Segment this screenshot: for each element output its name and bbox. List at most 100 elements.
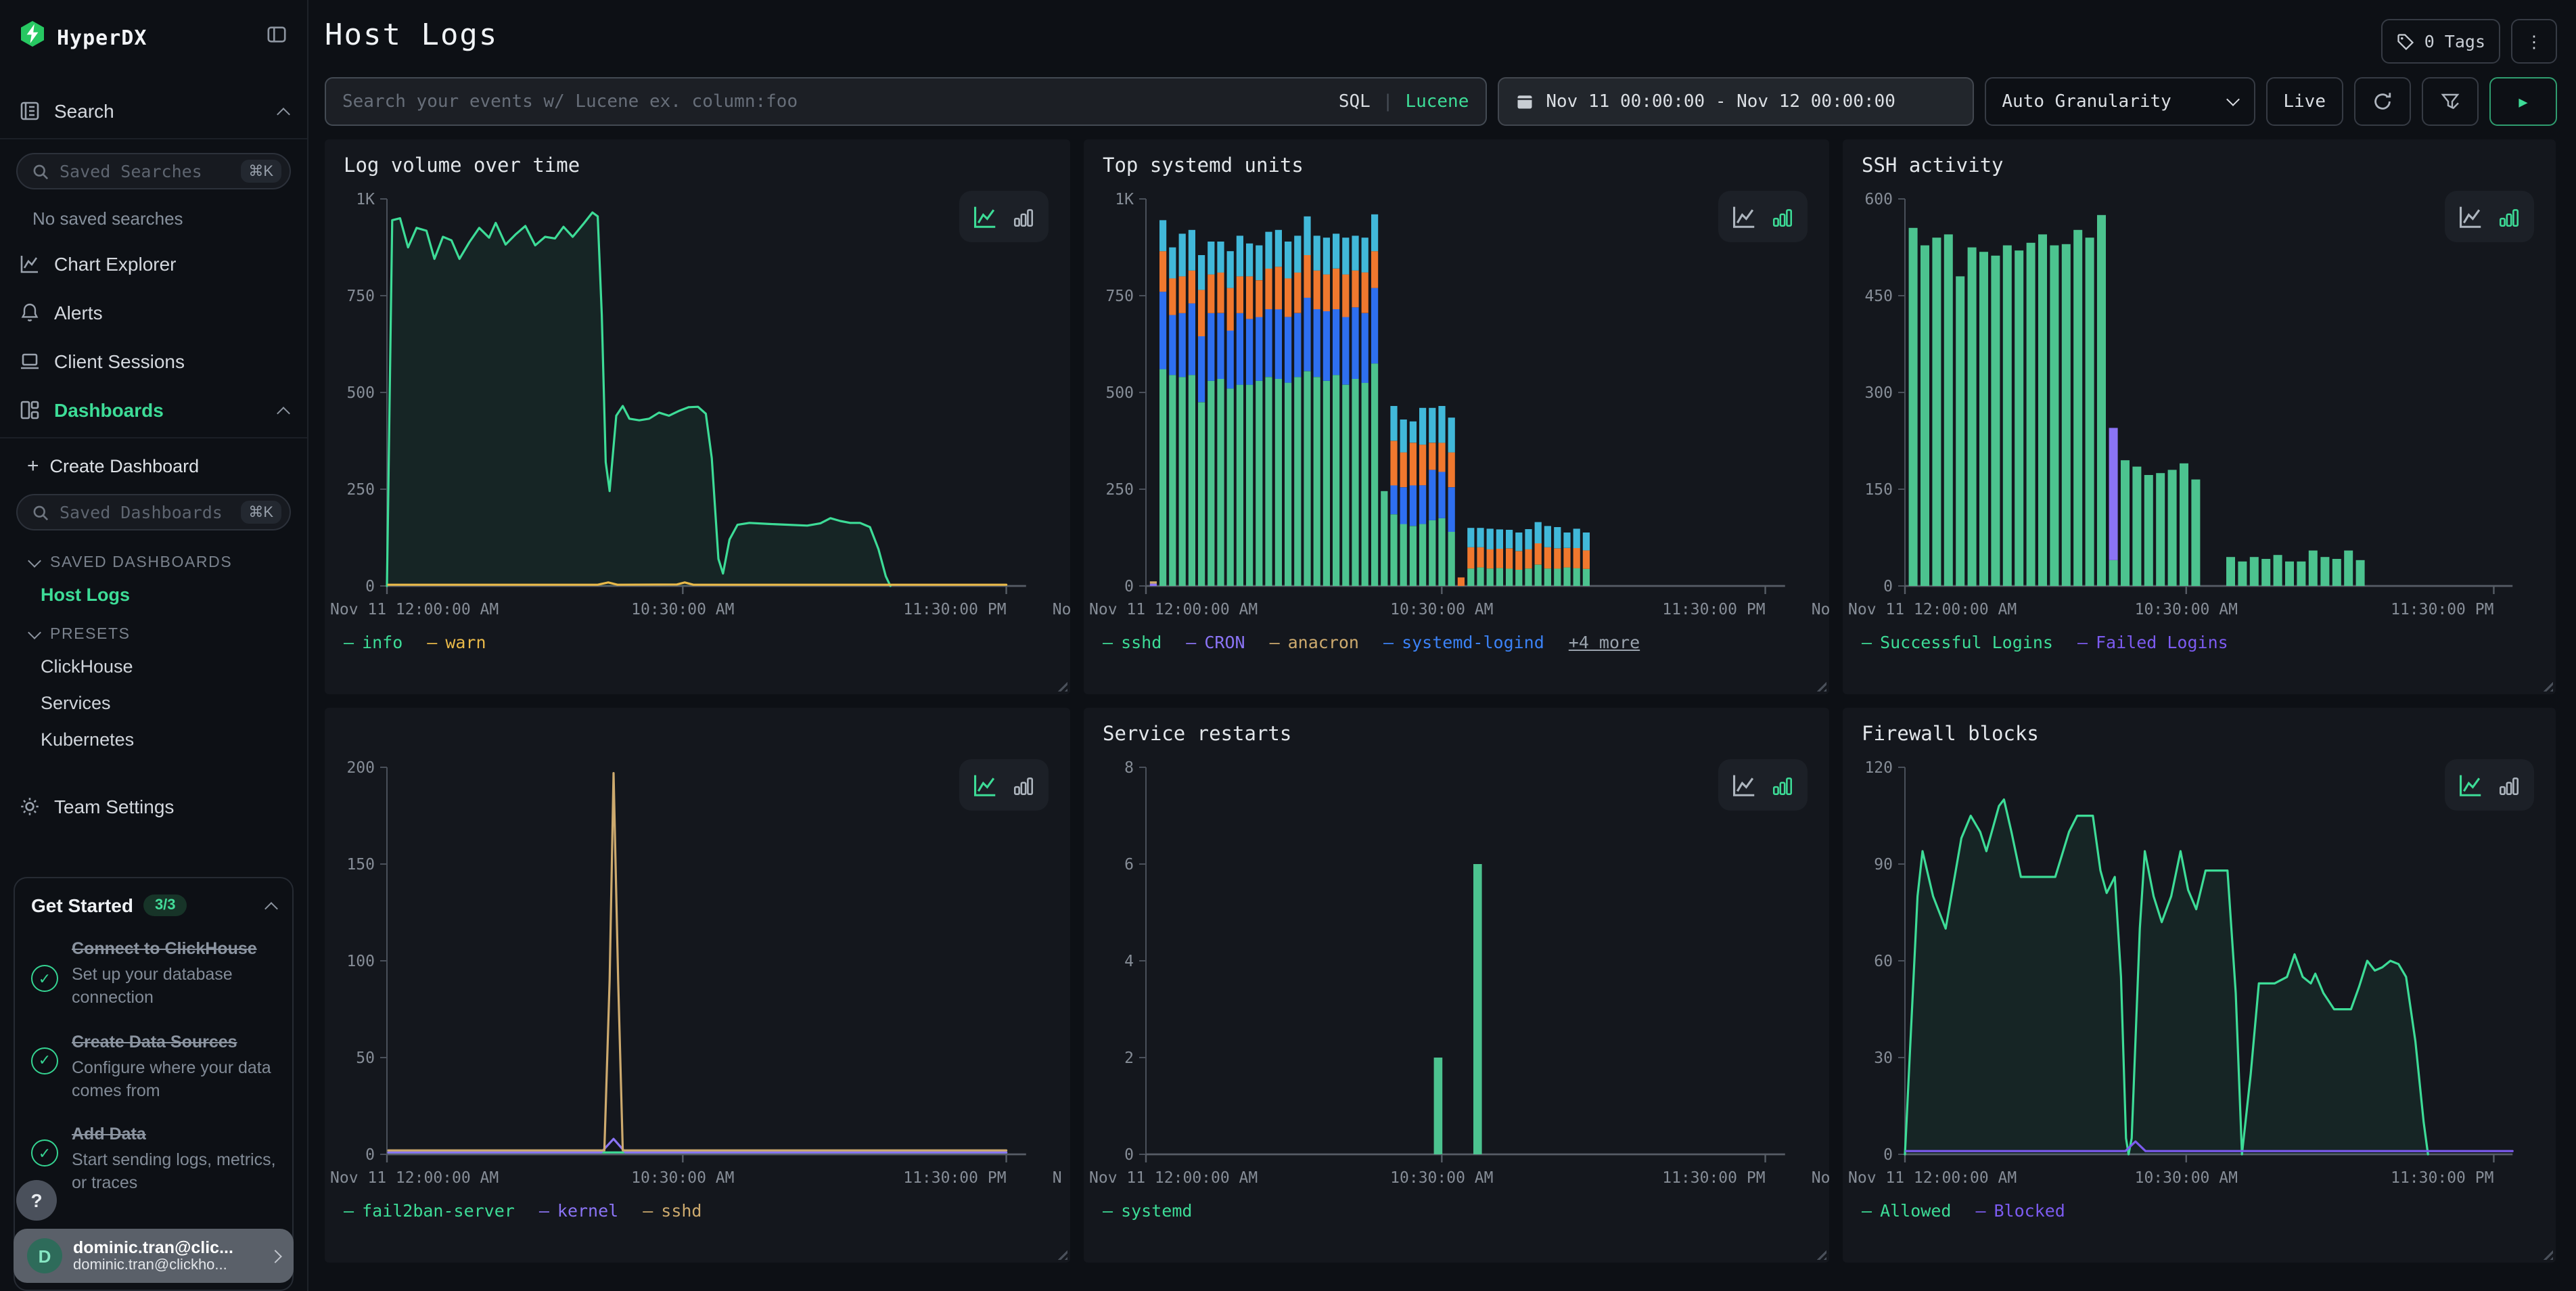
resize-handle[interactable] — [1055, 1248, 1067, 1260]
legend-item[interactable]: — info — [344, 632, 402, 652]
chart-card-log-volume-over-time: Log volume over time 0 250 500 750 1K Nov 11 1… — [325, 139, 1070, 694]
bar-segment — [1313, 309, 1320, 377]
legend-item[interactable]: +4 more — [1568, 632, 1640, 652]
granularity-select[interactable]: Auto Granularity — [1984, 77, 2255, 126]
chart-plot[interactable]: 0 30 60 90 120 Nov 11 12:00:00 AM 10:30:00 AM 1… — [1843, 748, 2556, 1195]
resize-handle[interactable] — [1814, 679, 1826, 692]
bar-segment — [1582, 568, 1590, 586]
bar-segment — [1265, 377, 1272, 586]
legend-item[interactable]: — Successful Logins — [1862, 632, 2053, 652]
bar-segment — [2226, 557, 2235, 586]
series-area-info — [387, 212, 891, 586]
chart-plot[interactable]: 0 250 500 750 1K Nov 11 12:00:00 AM 10:30:00 A… — [1084, 180, 1829, 627]
saved-searches-input[interactable]: Saved Searches ⌘K — [16, 153, 291, 189]
line-view-icon[interactable] — [2458, 772, 2484, 798]
more-menu-button[interactable]: ⋮ — [2511, 19, 2557, 64]
bar-view-icon[interactable] — [1771, 205, 1794, 228]
get-started-item[interactable]: ✓ Connect to ClickHouse Set up your databa… — [31, 938, 276, 1009]
bar-segment — [2002, 245, 2012, 586]
bar-view-icon[interactable] — [1012, 205, 1035, 228]
bar-view-icon[interactable] — [2498, 205, 2521, 228]
saved-dashboards-section[interactable]: SAVED DASHBOARDS — [0, 541, 307, 576]
resize-handle[interactable] — [2541, 679, 2553, 692]
legend-item[interactable]: — sshd — [1103, 632, 1162, 652]
sidebar-item-search[interactable]: Search — [0, 87, 307, 135]
bar-segment — [1246, 319, 1254, 385]
resize-handle[interactable] — [2541, 1248, 2553, 1260]
help-button[interactable]: ? — [16, 1180, 57, 1221]
chart-plot[interactable]: 0 50 100 150 200 Nov 11 12:00:00 AM 10:30:00 A… — [325, 748, 1070, 1195]
line-view-icon[interactable] — [973, 204, 998, 229]
bar-segment — [1429, 407, 1436, 443]
run-query-button[interactable]: ▶ — [2489, 77, 2557, 126]
bar-segment — [2308, 550, 2318, 586]
tags-button[interactable]: 0 Tags — [2380, 19, 2500, 64]
get-started-title: Get Started — [31, 894, 133, 917]
bar-segment — [1554, 568, 1561, 586]
granularity-value: Auto Granularity — [2002, 91, 2171, 112]
sidebar-item-dashboards[interactable]: Dashboards — [0, 386, 307, 434]
legend-item[interactable]: — fail2ban-server — [344, 1200, 515, 1221]
resize-handle[interactable] — [1814, 1248, 1826, 1260]
event-search-input[interactable]: Search your events w/ Lucene ex. column:… — [325, 77, 1487, 126]
sidebar-item-chart-explorer[interactable]: Chart Explorer — [0, 240, 307, 288]
chevron-down-icon — [28, 626, 41, 639]
preset-dashboard-item[interactable]: ClickHouse — [41, 656, 133, 677]
svg-text:150: 150 — [346, 856, 375, 874]
calendar-icon — [1515, 92, 1534, 111]
svg-text:1K: 1K — [1115, 191, 1134, 208]
legend-item[interactable]: — systemd — [1103, 1200, 1192, 1221]
svg-text:No: No — [1812, 601, 1829, 618]
legend-label: kernel — [557, 1200, 619, 1221]
chart-plot[interactable]: 0 2 4 6 8 Nov 11 12:00:00 AM 10:30:00 AM 11:30:… — [1084, 748, 1829, 1195]
line-view-icon[interactable] — [2458, 204, 2484, 229]
sidebar-item-team-settings[interactable]: Team Settings — [0, 782, 307, 831]
svg-text:11:30:00 PM: 11:30:00 PM — [1662, 1169, 1765, 1187]
bar-segment — [1342, 317, 1350, 385]
create-dashboard-button[interactable]: + Create Dashboard — [0, 441, 307, 483]
filter-button[interactable] — [2422, 77, 2479, 126]
bar-segment — [2109, 560, 2118, 586]
legend-item[interactable]: — systemd-logind — [1383, 632, 1544, 652]
sidebar-item-alerts[interactable]: Alerts — [0, 288, 307, 337]
svg-text:Nov 11 12:00:00 AM: Nov 11 12:00:00 AM — [1848, 1169, 2017, 1187]
legend-item[interactable]: — anacron — [1270, 632, 1359, 652]
resize-handle[interactable] — [1055, 679, 1067, 692]
bar-segment — [1256, 280, 1263, 317]
user-menu[interactable]: D dominic.tran@clic... dominic.tran@clic… — [14, 1229, 294, 1283]
sql-toggle[interactable]: SQL — [1338, 91, 1371, 112]
legend-item[interactable]: — CRON — [1186, 632, 1245, 652]
legend-item[interactable]: — Blocked — [1975, 1200, 2065, 1221]
saved-dashboard-item[interactable]: Host Logs — [41, 585, 130, 605]
bar-view-icon[interactable] — [2498, 773, 2521, 796]
bar-view-icon[interactable] — [1012, 773, 1035, 796]
line-view-icon[interactable] — [1732, 204, 1757, 229]
bar-view-icon[interactable] — [1771, 773, 1794, 796]
preset-dashboard-item[interactable]: Kubernetes — [41, 729, 135, 750]
line-view-icon[interactable] — [973, 772, 998, 798]
legend-item[interactable]: — Failed Logins — [2077, 632, 2228, 652]
presets-section[interactable]: PRESETS — [0, 613, 307, 648]
lucene-toggle[interactable]: Lucene — [1405, 91, 1469, 112]
chart-plot[interactable]: 0 250 500 750 1K Nov 11 12:00:00 AM 10:30:00 A… — [325, 180, 1070, 627]
sidebar-item-client-sessions[interactable]: Client Sessions — [0, 337, 307, 386]
get-started-item[interactable]: ✓ Add Data Start sending logs, metrics, or… — [31, 1124, 276, 1195]
bar-segment — [1198, 336, 1205, 403]
legend-item[interactable]: — warn — [427, 632, 486, 652]
date-range-picker[interactable]: Nov 11 00:00:00 - Nov 12 00:00:00 — [1497, 77, 1974, 126]
legend-item[interactable]: — sshd — [643, 1200, 702, 1221]
bar-segment — [1149, 583, 1157, 586]
refresh-button[interactable] — [2354, 77, 2411, 126]
bar-segment — [2261, 559, 2271, 586]
legend-item[interactable]: — Allowed — [1862, 1200, 1951, 1221]
legend-item[interactable]: — kernel — [539, 1200, 618, 1221]
get-started-item[interactable]: ✓ Create Data Sources Configure where your… — [31, 1031, 276, 1102]
collapse-sidebar-icon[interactable] — [265, 24, 288, 51]
saved-dashboards-input[interactable]: Saved Dashboards ⌘K — [16, 494, 291, 530]
chart-plot[interactable]: 0 150 300 450 600 Nov 11 12:00:00 AM 10:30:00 … — [1843, 180, 2556, 627]
legend-swatch: — — [1383, 632, 1394, 652]
live-button[interactable]: Live — [2266, 77, 2343, 126]
get-started-header[interactable]: Get Started 3/3 — [31, 894, 278, 917]
preset-dashboard-item[interactable]: Services — [41, 693, 111, 713]
line-view-icon[interactable] — [1732, 772, 1757, 798]
